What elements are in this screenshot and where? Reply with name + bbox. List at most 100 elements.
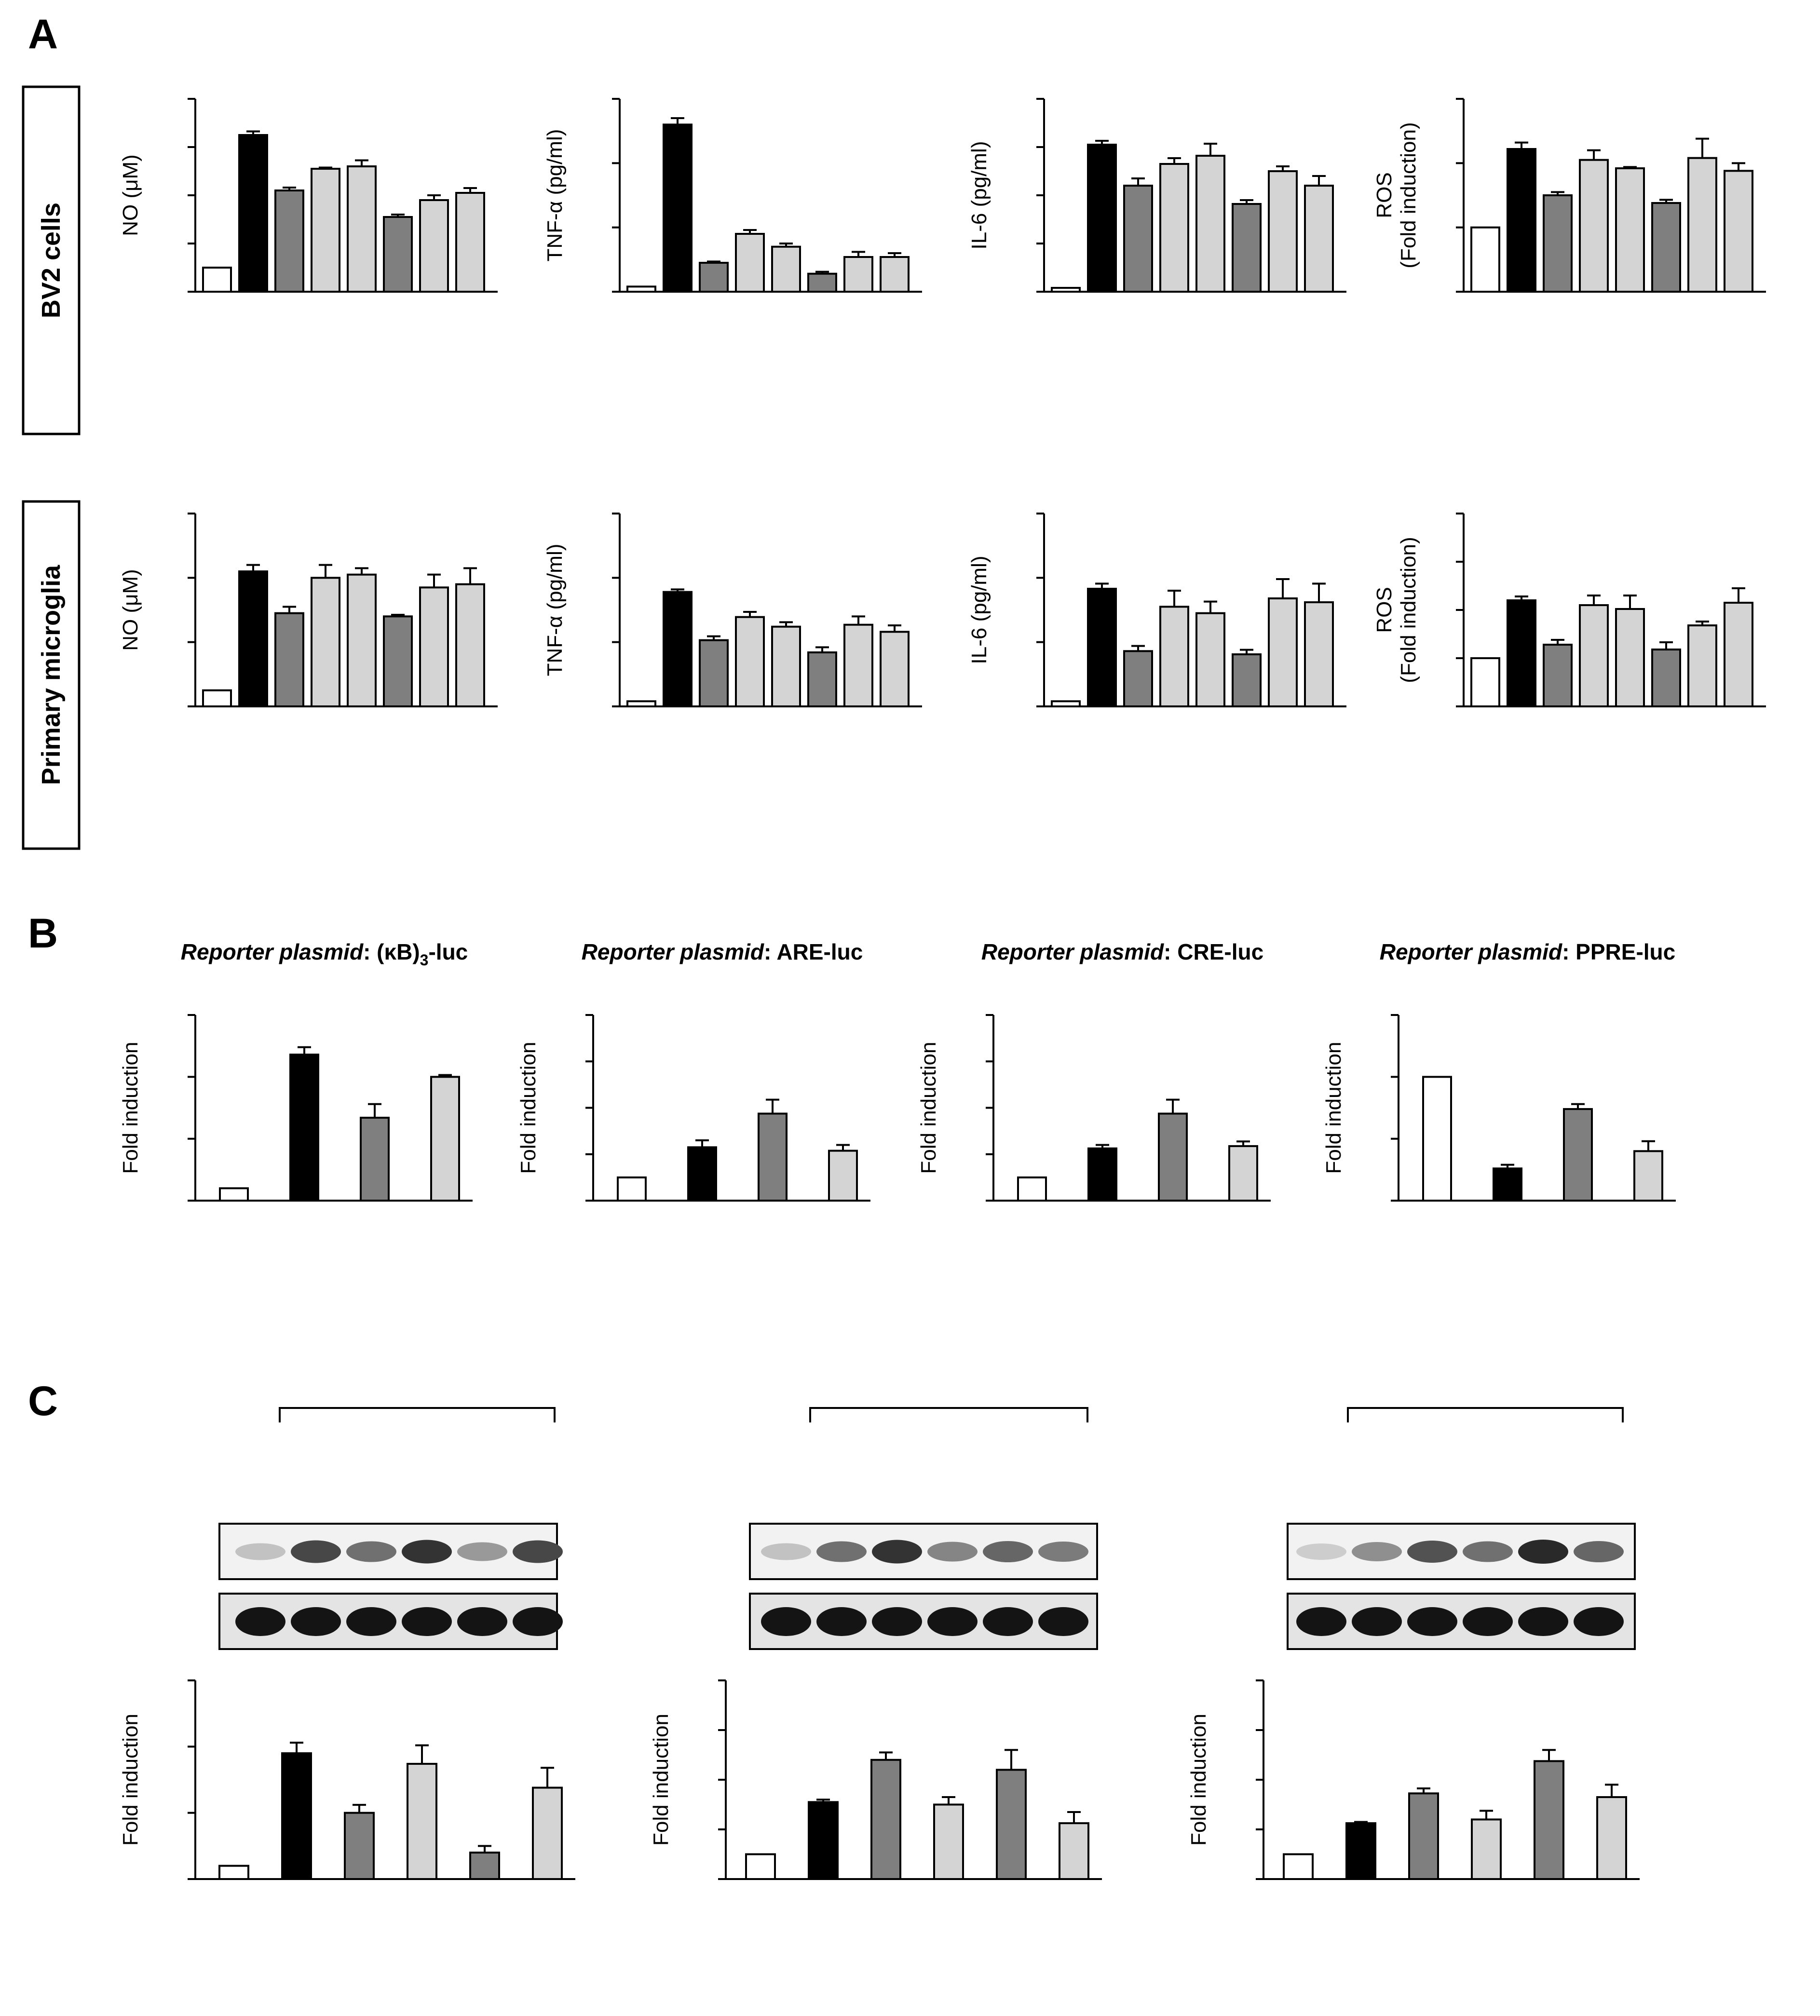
bar [1304,601,1334,707]
y-axis-label-line: (Fold induction) [1397,537,1420,683]
chart-2: IL-6 (pg/ml) [967,98,1346,293]
blot-band [761,1543,811,1560]
chart-title-rest: : (κB) [363,939,420,964]
blot-band [1352,1542,1402,1561]
bar [383,615,413,708]
chart-title-italic: Reporter plasmid [181,939,364,964]
bar [532,1786,563,1880]
blot-band [291,1540,341,1563]
bar [617,1176,647,1202]
bar [699,262,729,293]
y-axis-label: ROS(Fold induction) [1372,537,1420,683]
bar [347,573,377,707]
bar [360,1117,390,1202]
panel-letter-a: A [28,11,58,57]
bar [1195,155,1225,293]
bar [1579,604,1609,707]
bar [289,1054,319,1202]
blot-1 [749,1407,1098,1650]
chart-1: TNF-α (pg/ml) [543,98,922,293]
bar [880,256,910,293]
bar [1422,1076,1452,1202]
blot-2 [1287,1407,1636,1650]
chart-5: TNF-α (pg/ml) [543,513,922,708]
bar [758,1112,788,1202]
bar [933,1803,964,1880]
bar [455,192,485,293]
bar [311,168,340,293]
bar [735,616,765,707]
row-label-box-primary [22,500,81,850]
row-label-bv2: BV2 cells [37,203,66,318]
y-axis-label: TNF-α (pg/ml) [543,129,567,262]
bar [843,256,873,293]
blot-band [402,1540,452,1564]
bar [687,1146,717,1202]
bar [1633,1150,1663,1202]
chart-title: Reporter plasmid: (κB)3-luc [181,939,468,969]
bar [218,1865,249,1881]
bar [880,631,910,708]
blot-band [927,1542,978,1562]
chart-12: Fold induction [119,1679,575,1881]
blot-band [927,1607,978,1636]
y-axis-label: Fold induction [1322,1042,1345,1174]
blot-band [402,1607,452,1636]
blot-band [872,1607,922,1636]
chart-6: IL-6 (pg/ml) [967,513,1346,708]
bar [1304,185,1334,293]
bar [1345,1822,1376,1880]
y-axis-label: Fold induction [917,1042,940,1174]
bar [430,1076,460,1202]
bar [1232,203,1262,293]
bar [238,570,268,707]
bar [771,625,801,707]
bar [1543,194,1573,293]
bar [1123,650,1153,708]
bar [1123,185,1153,293]
bar [1615,608,1645,707]
bar [1687,624,1717,707]
blot-band [1407,1541,1457,1563]
chart-9: Fold induction Reporter plasmid: ARE-luc [516,939,870,1202]
blot-band [1518,1540,1568,1564]
blot-band [761,1607,811,1636]
bar [843,623,873,707]
y-axis-label: ROS(Fold induction) [1372,122,1420,268]
bar [1471,1818,1502,1880]
y-axis-label: TNF-α (pg/ml) [543,544,567,677]
blot-band [816,1607,867,1636]
blot-band [1574,1607,1624,1636]
blot-band [983,1607,1033,1636]
bar [1651,649,1681,707]
bar [281,1752,312,1880]
blot-band [1407,1607,1457,1636]
bar [807,651,837,707]
bar [1563,1108,1593,1202]
blot-band [816,1541,867,1562]
bar [202,267,232,293]
bar [870,1759,901,1881]
chart-4: NO (μM) [119,513,498,708]
lps-bracket [1347,1407,1624,1422]
bar [771,245,801,293]
chart-14: Fold induction [1187,1679,1640,1881]
y-axis-label-line: ROS [1372,172,1396,218]
bar [699,639,729,707]
bar [1724,602,1753,707]
blot-band [983,1541,1033,1562]
y-axis-label: Fold induction [516,1042,540,1174]
blot-band [1038,1542,1088,1562]
blot-band [1463,1607,1513,1636]
bar [1268,597,1298,707]
bar [1232,653,1262,707]
bar [202,689,232,707]
y-axis-label: NO (μM) [119,154,142,236]
bar [1579,159,1609,293]
bar [1596,1796,1627,1881]
chart-title-italic: Reporter plasmid [981,939,1164,964]
bar [1687,157,1717,293]
lps-bracket [809,1407,1088,1422]
bar [1087,588,1117,707]
